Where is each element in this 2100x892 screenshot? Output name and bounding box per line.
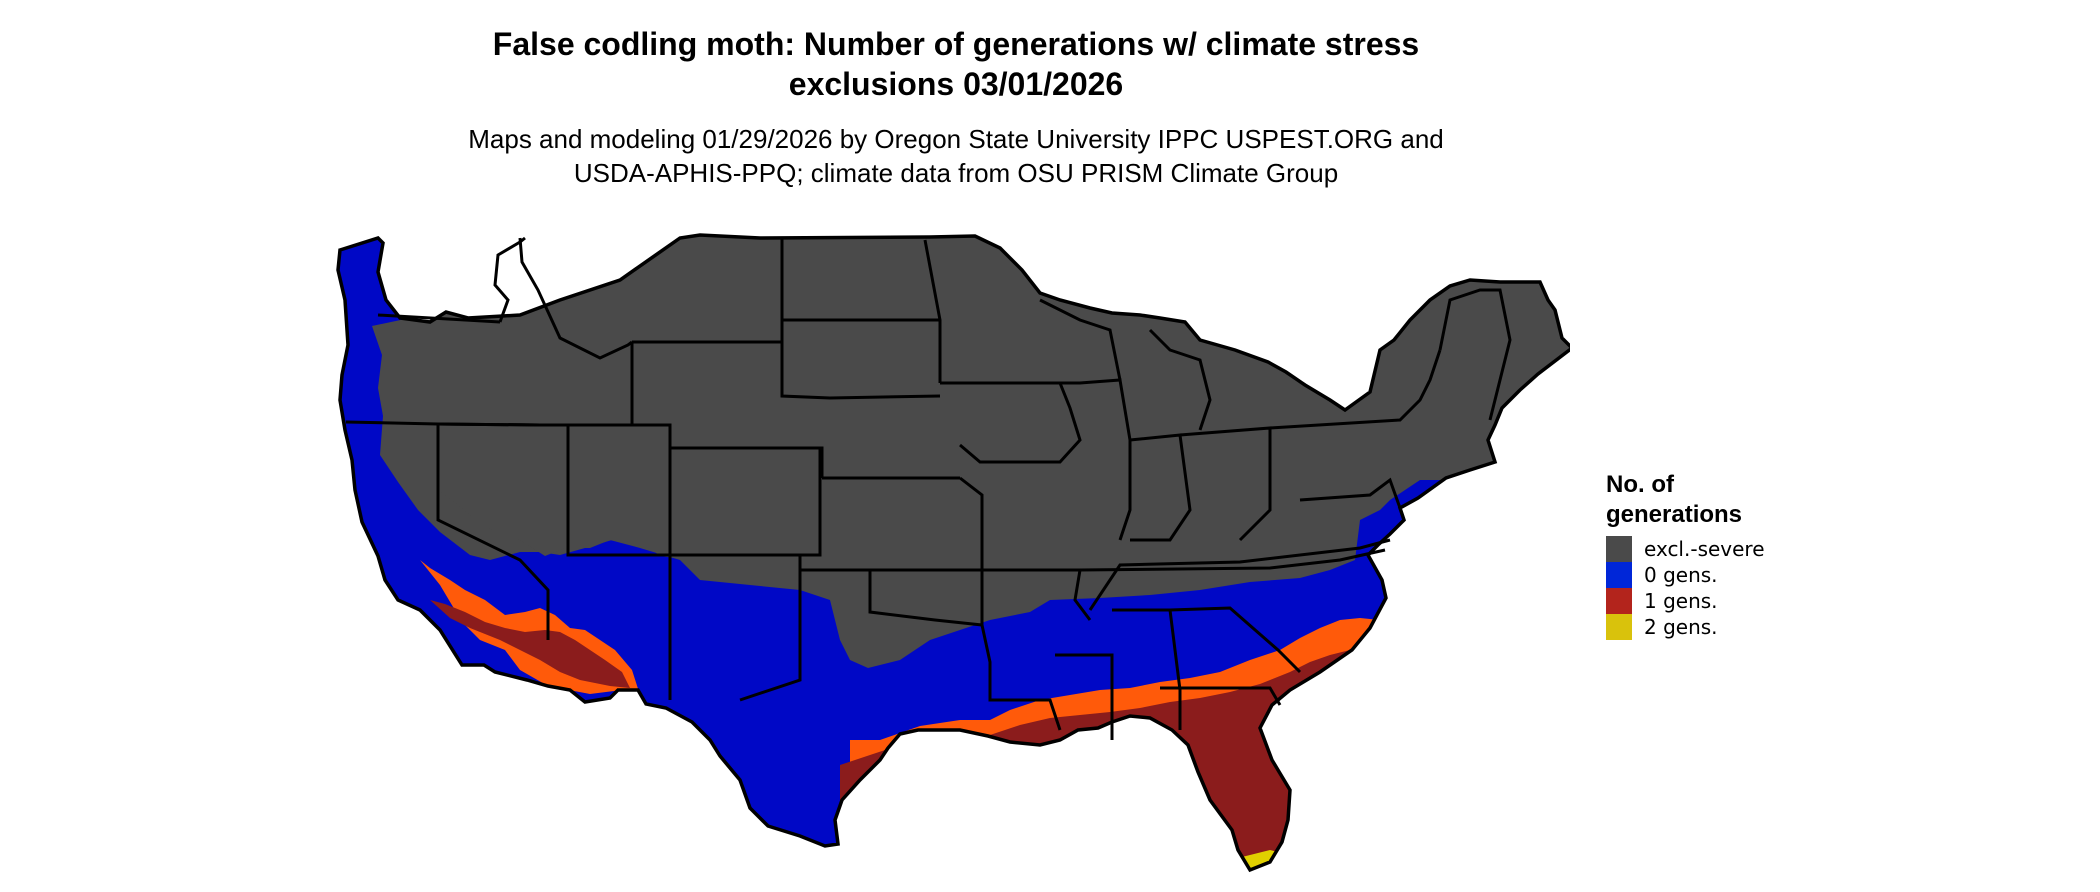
map-title: False codling moth: Number of generation… bbox=[492, 26, 1420, 102]
state-borders bbox=[336, 233, 1570, 872]
border-oh-pa-wv bbox=[1179, 426, 1272, 542]
legend-title: No. of generations bbox=[1606, 471, 1743, 528]
border-mo-ar bbox=[982, 568, 1092, 621]
zero-gens-western-interior-exclusion bbox=[410, 318, 700, 580]
border-tn-ky bbox=[1088, 538, 1391, 611]
border-al bbox=[1112, 608, 1182, 730]
border-nm-tx bbox=[739, 570, 802, 702]
border-ms bbox=[1055, 653, 1114, 740]
border-ga-fl bbox=[1160, 686, 1282, 706]
border-ut-az-nm bbox=[566, 425, 672, 700]
border-wi-mi bbox=[1039, 298, 1122, 381]
border-new-england bbox=[1438, 288, 1512, 421]
legend-label-0-gens: 0 gens. bbox=[1644, 563, 1718, 587]
legend-label-2-gens: 2 gens. bbox=[1644, 615, 1718, 639]
border-il bbox=[1060, 378, 1132, 541]
border-ok-tx bbox=[868, 570, 983, 627]
one-gen-southwest-dark bbox=[430, 600, 630, 688]
border-ga-sc bbox=[1169, 606, 1302, 674]
border-ar-la-tx bbox=[980, 624, 1062, 731]
border-nd-mn bbox=[923, 239, 942, 383]
legend-swatch-excl-severe bbox=[1606, 536, 1632, 562]
legend-swatch-2-gens bbox=[1606, 614, 1632, 640]
legend-item-excl-severe: excl.-severe bbox=[1606, 536, 1846, 562]
border-va-md bbox=[1299, 477, 1402, 509]
legend-item-2-gens: 2 gens. bbox=[1606, 614, 1846, 640]
us-map bbox=[336, 233, 1570, 872]
border-ks-mo bbox=[959, 476, 984, 625]
border-nc-sc-tn bbox=[1079, 548, 1386, 572]
border-in-oh bbox=[1129, 433, 1192, 542]
two-gens-south-florida bbox=[1230, 850, 1290, 870]
legend: No. of generations excl.-severe 0 gens. … bbox=[1606, 470, 1846, 640]
legend-item-0-gens: 0 gens. bbox=[1606, 562, 1846, 588]
border-id-nv-ut bbox=[437, 422, 670, 427]
border-mi-lower bbox=[1148, 328, 1212, 431]
legend-swatch-1-gens bbox=[1606, 588, 1632, 614]
border-ca-nv bbox=[436, 424, 550, 640]
legend-label-excl-severe: excl.-severe bbox=[1644, 537, 1765, 561]
legend-item-1-gens: 1 gens. bbox=[1606, 588, 1846, 614]
legend-swatch-0-gens bbox=[1606, 562, 1632, 588]
map-subtitle: Maps and modeling 01/29/2026 by Oregon S… bbox=[468, 124, 1444, 188]
legend-label-1-gens: 1 gens. bbox=[1644, 589, 1718, 613]
border-id-mt bbox=[518, 237, 633, 360]
border-wy-sd bbox=[780, 342, 941, 400]
border-ut-co bbox=[668, 448, 820, 557]
border-co-ks-ok bbox=[798, 448, 982, 572]
border-wa-or bbox=[377, 313, 501, 324]
border-pa-ny bbox=[1269, 349, 1442, 430]
